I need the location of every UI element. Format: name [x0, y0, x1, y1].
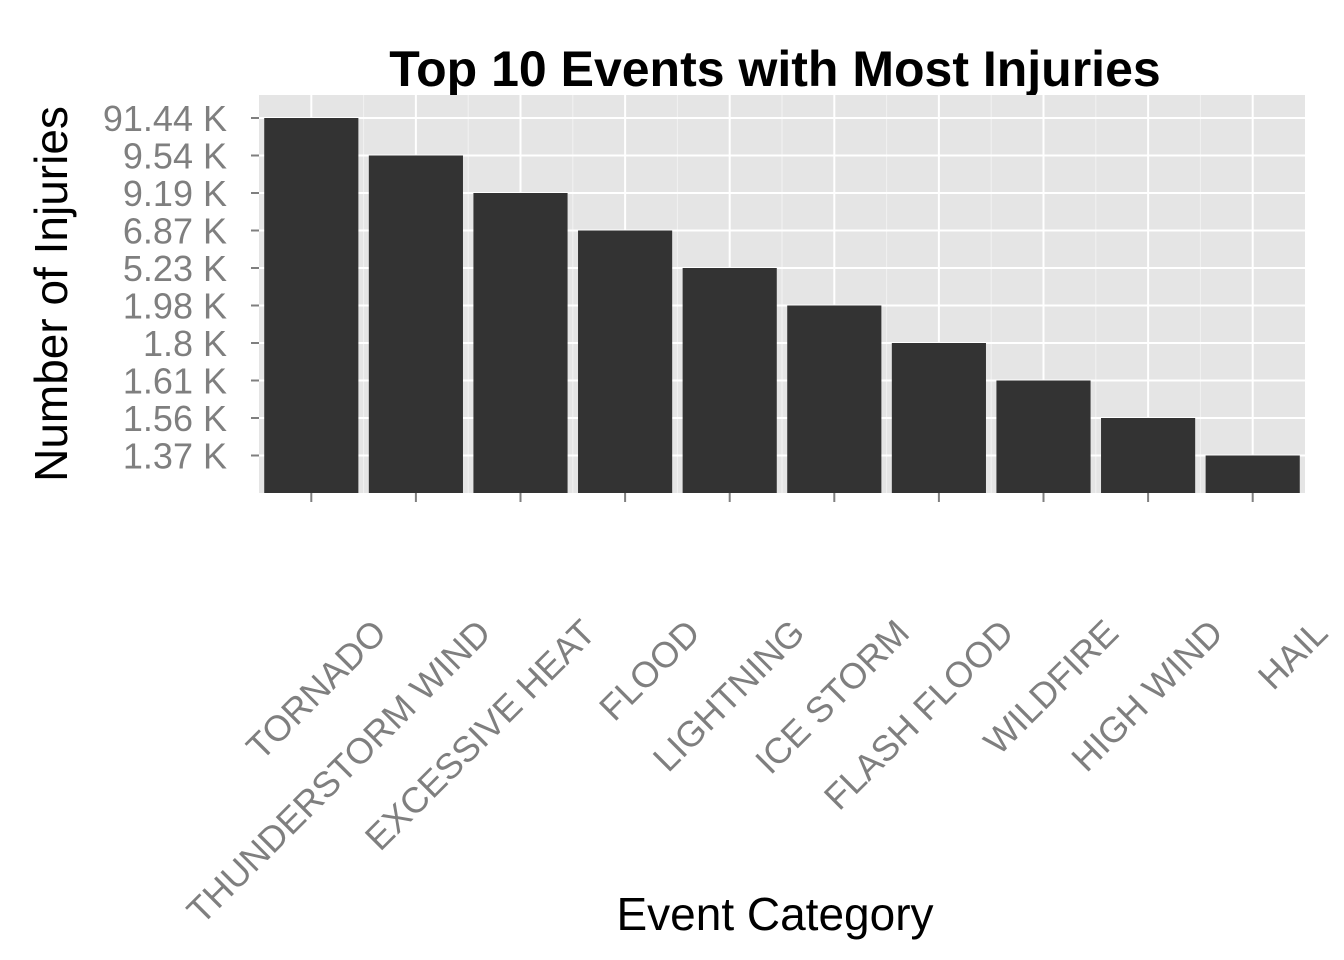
x-axis-title: Event Category — [616, 888, 933, 940]
y-tick-label: 9.54 K — [123, 136, 227, 177]
bar-excessive-heat — [473, 193, 568, 493]
y-tick-label: 1.61 K — [123, 361, 227, 402]
bar-tornado — [264, 118, 359, 493]
bar-thunderstorm-wind — [368, 155, 463, 493]
bars — [264, 118, 1300, 493]
y-tick-label: 1.98 K — [123, 286, 227, 327]
y-tick-label: 1.37 K — [123, 436, 227, 477]
bar-flash-flood — [891, 343, 986, 493]
chart-title: Top 10 Events with Most Injuries — [389, 41, 1160, 97]
bar-flood — [578, 230, 673, 493]
bar-wildfire — [996, 380, 1091, 493]
y-tick-label: 5.23 K — [123, 248, 227, 289]
bar-high-wind — [1101, 418, 1196, 493]
y-tick-label: 9.19 K — [123, 173, 227, 214]
y-tick-label: 1.8 K — [143, 323, 227, 364]
bar-ice-storm — [787, 305, 882, 493]
y-tick-label: 1.56 K — [123, 398, 227, 439]
x-tick-label: FLASH FLOOD — [816, 612, 1022, 818]
bar-lightning — [682, 268, 777, 493]
y-tick-label: 6.87 K — [123, 211, 227, 252]
grid-minor — [363, 95, 1201, 493]
x-tick-label: HAIL — [1250, 612, 1336, 698]
y-tick-label: 91.44 K — [103, 98, 227, 139]
bar-hail — [1205, 455, 1300, 493]
y-axis: 1.37 K1.56 K1.61 K1.8 K1.98 K5.23 K6.87 … — [103, 98, 259, 477]
y-axis-title: Number of Injuries — [25, 106, 77, 482]
